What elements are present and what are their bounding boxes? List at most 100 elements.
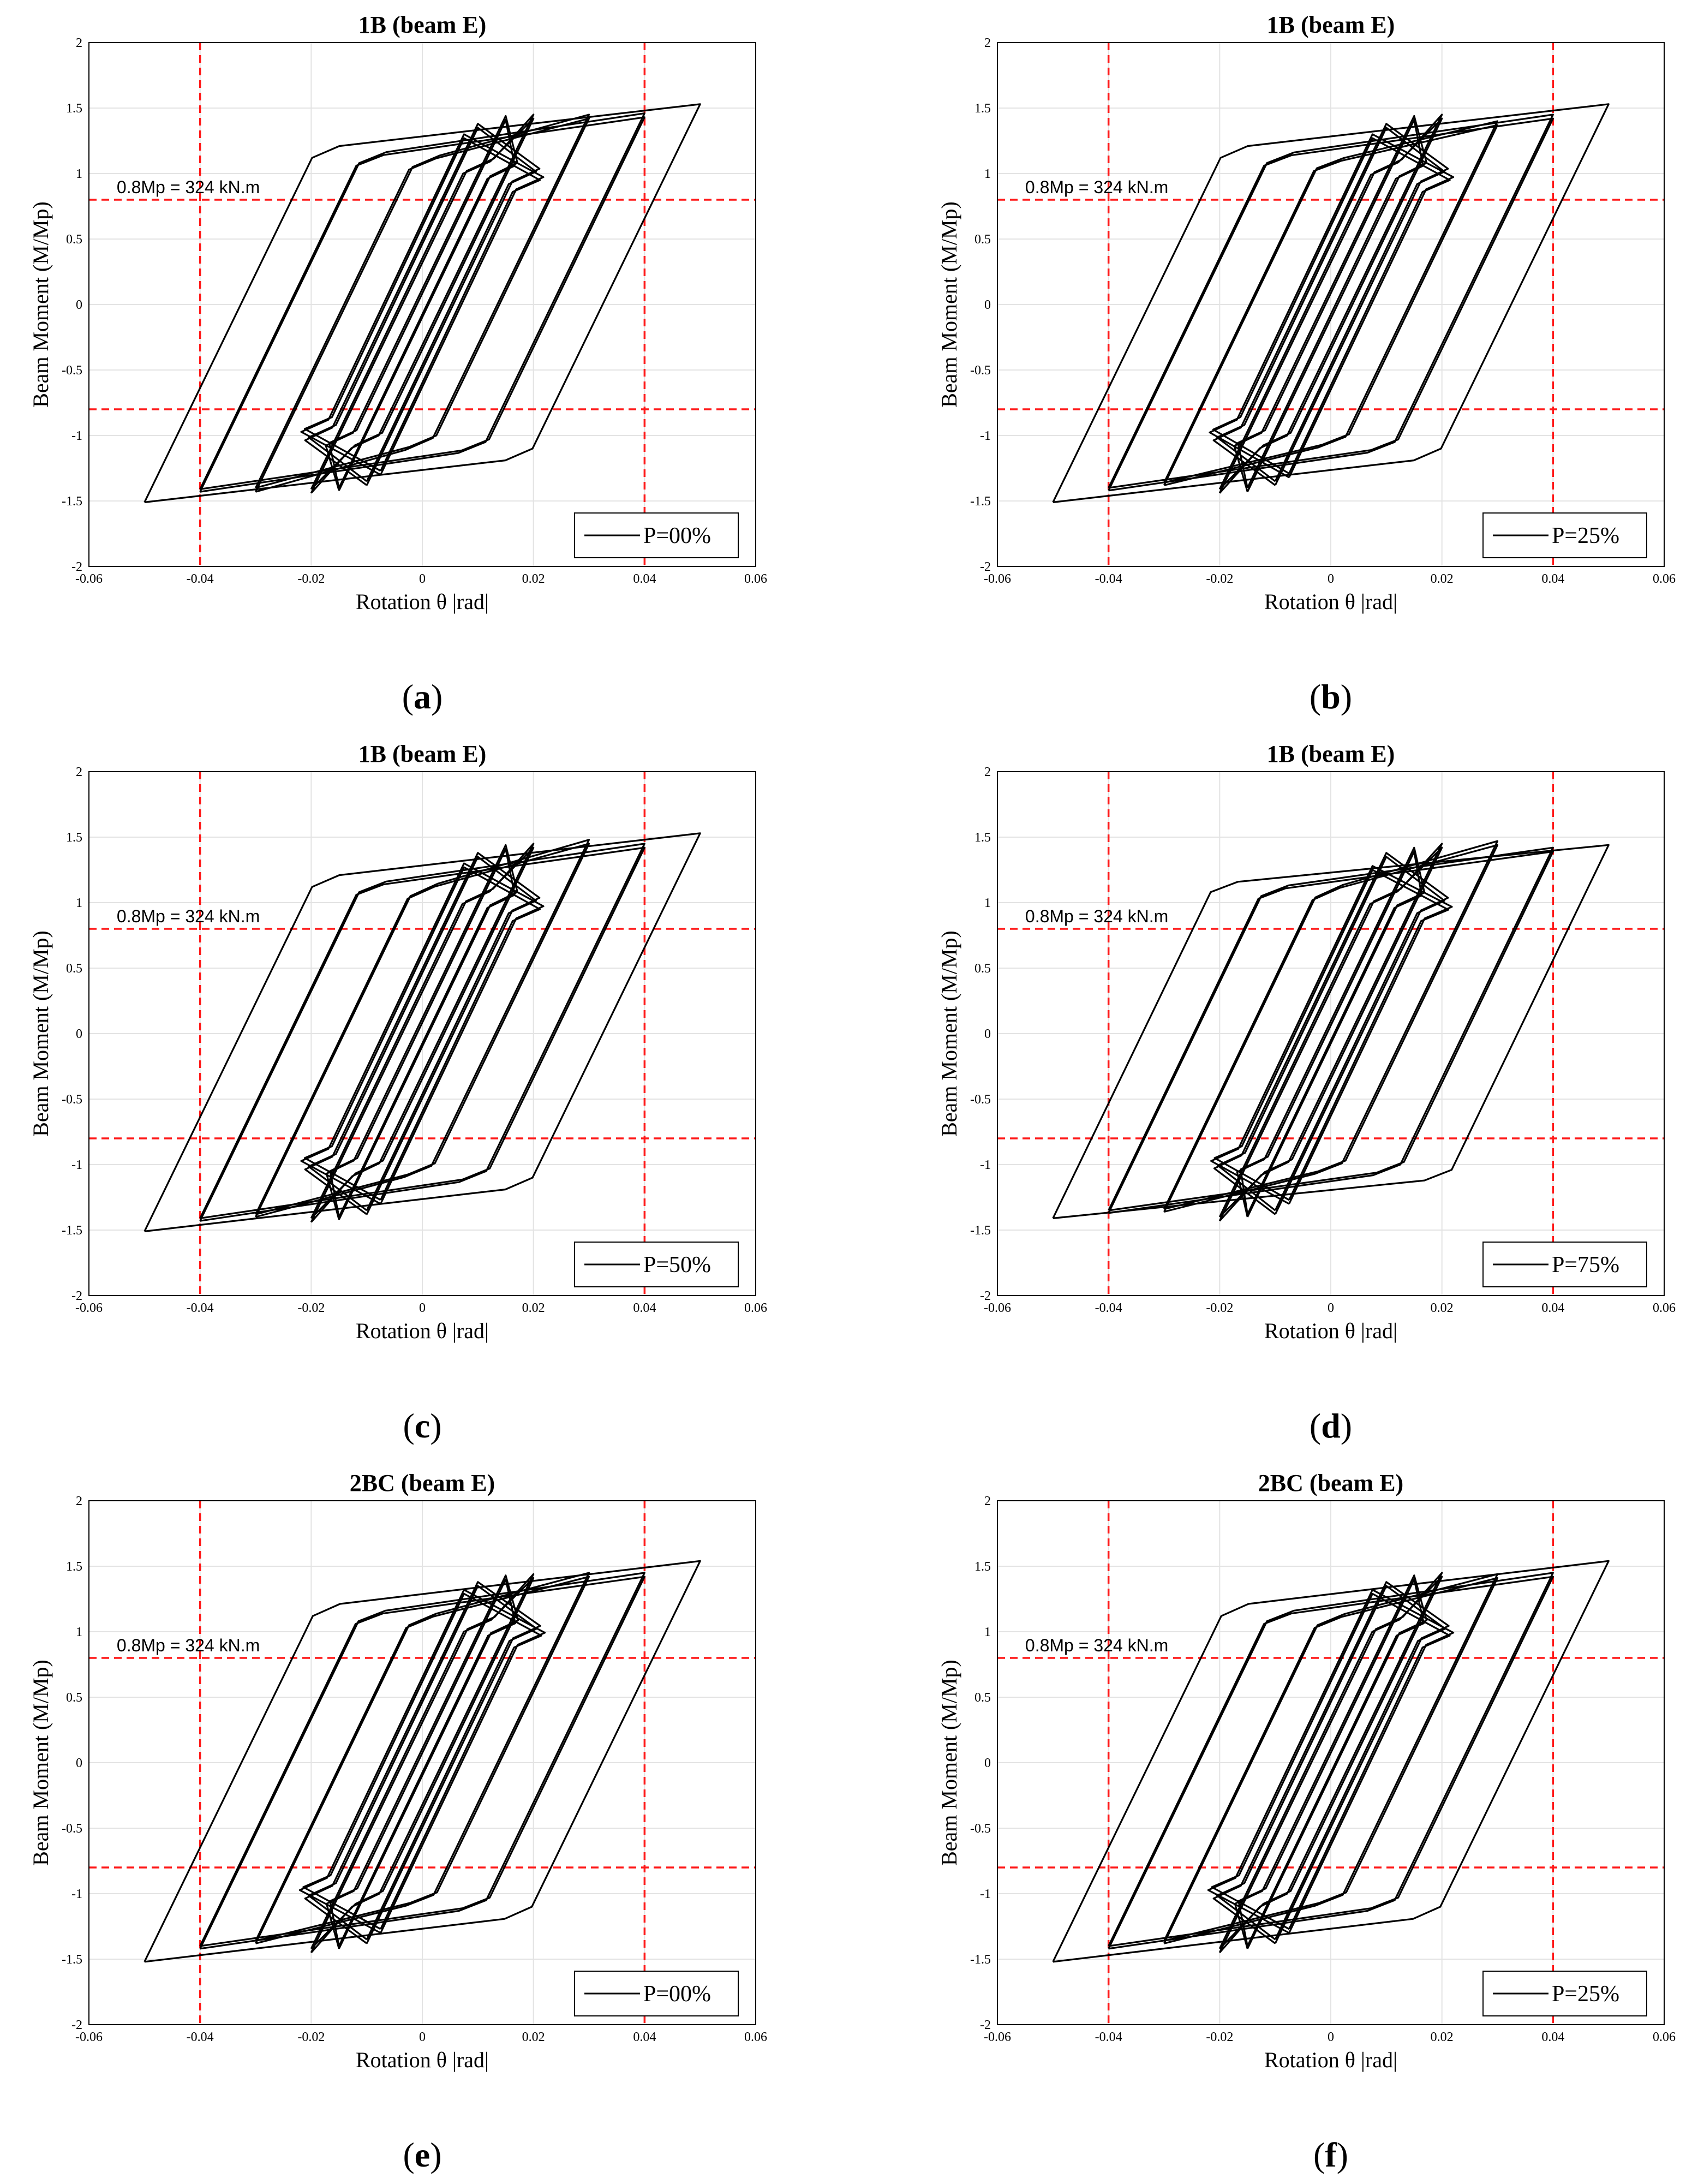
hysteresis-loop [1052,1560,1610,1963]
x-tick-label: 0.02 [522,572,545,586]
hysteresis-loop [1218,846,1443,1218]
caption-paren: ) [1337,2135,1348,2174]
y-tick-label: 0.5 [66,232,82,247]
y-tick-label: -1.5 [62,1224,82,1238]
hysteresis-loop [304,1581,541,1944]
x-tick-label: 0 [1328,572,1334,586]
x-tick-label: -0.02 [1206,572,1233,586]
legend: P=25% [1482,1971,1647,2016]
x-tick-label: -0.04 [187,572,214,586]
hysteresis-loop [304,852,541,1215]
chart-panel-b: -0.06 -0.04 -0.02 0 0.02 0.04 0.06 -2 -1.5 -1 -0.5… [937,11,1676,716]
hysteresis-loop [302,1592,542,1930]
hysteresis-loop [325,1574,519,1949]
hysteresis-loop [1052,844,1610,1219]
panel-caption: (f) [1313,2135,1348,2174]
x-tick-label: -0.04 [187,2030,214,2044]
hysteresis-loop [1217,856,1445,1212]
plot-frame [997,42,1665,567]
hysteresis-loop [255,117,590,489]
caption-letter: f [1325,2135,1337,2174]
chart-panel-e: -0.06 -0.04 -0.02 0 0.02 0.04 0.06 -2 -1.5 -1 -0.5… [28,1470,767,2174]
y-tick-label: -0.5 [62,1822,82,1836]
yield-annotation: 0.8Mp = 324 kN.m [117,177,260,197]
caption-paren: ( [1313,2135,1325,2174]
hysteresis-loop [329,1578,517,1947]
hysteresis-loop [1163,1577,1499,1942]
y-tick-label: 2 [984,36,991,50]
x-tick-label: -0.06 [75,1301,103,1315]
hysteresis-loop [310,846,535,1219]
y-tick-label: 1.5 [66,831,82,845]
y-axis-label: Beam Moment (M/Mp) [937,201,961,408]
y-tick-label: 0 [984,1027,991,1041]
caption-letter: b [1321,677,1341,716]
x-tick-label: 0.04 [633,572,656,586]
hysteresis-loop [199,112,645,493]
x-tick-label: 0.02 [1431,2030,1454,2044]
y-tick-label: 2 [76,36,82,50]
hysteresis-loop [255,114,590,493]
hysteresis-loop [1163,120,1499,486]
hysteresis-loop [199,846,645,1219]
y-tick-label: 2 [984,765,991,779]
x-tick-label: 0.06 [1653,572,1676,586]
hysteresis-loop [308,1585,538,1941]
caption-paren: ( [1310,677,1321,716]
legend-box [574,512,739,558]
hysteresis-loop [255,1572,590,1944]
yield-annotation: 0.8Mp = 324 kN.m [1025,906,1168,926]
plot-frame [88,42,756,567]
hysteresis-loop [300,133,545,476]
x-tick-label: 0.02 [522,2030,545,2044]
hysteresis-loop [1240,850,1423,1215]
y-tick-label: 1.5 [974,1560,991,1574]
x-tick-label: -0.02 [297,1301,325,1315]
x-tick-label: -0.02 [1206,1301,1233,1315]
hysteresis-loop [1052,103,1610,503]
hysteresis-loop [1108,117,1554,489]
hysteresis-loop [1210,865,1453,1205]
x-tick-label: -0.06 [984,1301,1011,1315]
hysteresis-loop [310,117,535,490]
y-axis-label: Beam Moment (M/Mp) [28,1660,53,1866]
y-tick-label: -2 [71,2018,82,2032]
chart-panel-f: -0.06 -0.04 -0.02 0 0.02 0.04 0.06 -2 -1.5 -1 -0.5… [937,1470,1676,2174]
y-tick-label: -2 [71,1289,82,1303]
x-tick-label: 0 [1328,1301,1334,1315]
y-tick-label: -1 [71,429,82,443]
hysteresis-loop [1163,844,1499,1210]
caption-letter: e [415,2135,430,2174]
legend: P=75% [1482,1242,1647,1287]
x-tick-label: 0.06 [744,2030,767,2044]
y-axis-label: Beam Moment (M/Mp) [28,201,53,408]
yield-annotation: 0.8Mp = 324 kN.m [1025,177,1168,197]
hysteresis-loop [144,103,701,503]
caption-paren: ) [1341,677,1352,716]
x-tick-label: -0.02 [297,2030,325,2044]
caption-letter: d [1321,1406,1341,1445]
hysteresis-loop [1237,1578,1425,1947]
chart-title: 1B (beam E) [358,741,487,767]
caption-paren: ) [430,2135,441,2174]
caption-letter: a [414,677,431,716]
x-tick-label: 0.04 [1541,572,1564,586]
hysteresis-loop [325,115,518,491]
x-tick-label: 0.02 [1431,572,1454,586]
x-tick-label: 0 [419,572,426,586]
chart-panel-a: -0.06 -0.04 -0.02 0 0.02 0.04 0.06 -2 -1.5 -1 -0.5… [28,11,767,716]
legend: P=00% [574,512,739,558]
x-tick-label: 0.04 [1541,1301,1564,1315]
panel-caption: (c) [403,1406,441,1445]
x-tick-label: -0.04 [187,1301,214,1315]
legend-label: P=25% [1552,1982,1619,2007]
x-tick-label: 0.04 [1541,2030,1564,2044]
hysteresis-loop [199,1572,645,1950]
chart-panel-c: -0.06 -0.04 -0.02 0 0.02 0.04 0.06 -2 -1.5 -1 -0.5… [28,741,767,1445]
y-tick-label: -2 [980,560,991,574]
y-tick-label: -1 [980,1158,991,1172]
y-tick-label: -0.5 [970,1822,991,1836]
hysteresis-loop [255,1576,590,1942]
x-tick-label: 0.06 [744,572,767,586]
hysteresis-loop [303,137,541,472]
